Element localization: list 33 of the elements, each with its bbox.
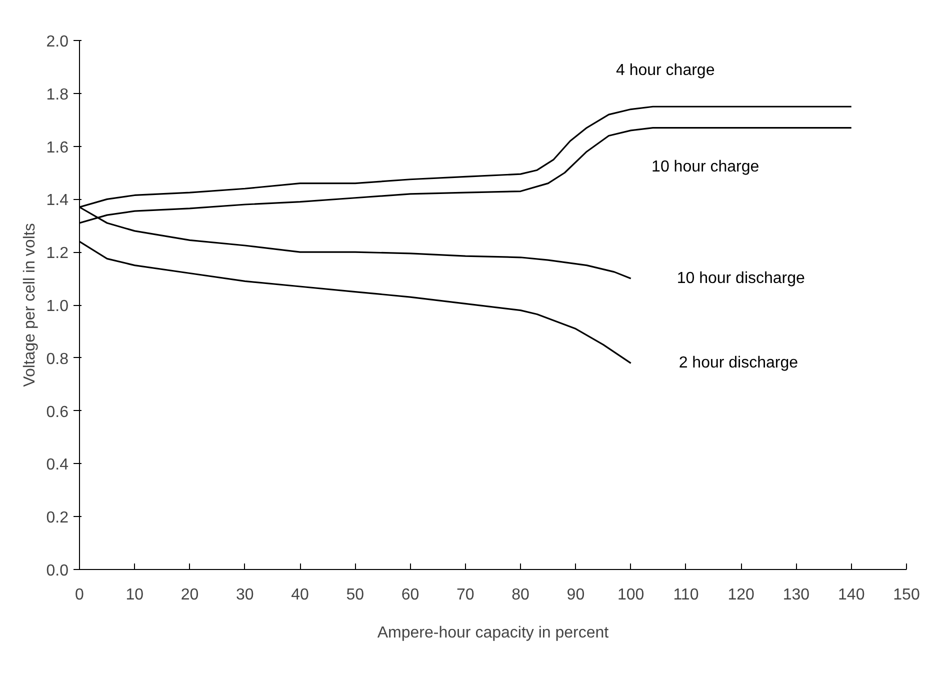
y-tick-label: 2.0	[46, 34, 69, 50]
x-tick-label: 0	[75, 586, 84, 604]
series-label: 4 hour charge	[616, 62, 715, 80]
x-tick-label: 70	[456, 586, 474, 604]
text: 10 hour discharge	[676, 270, 806, 288]
x-tick-label: 150	[893, 586, 920, 604]
x-tick-label: 30	[236, 586, 254, 604]
series-label: 10 hour charge	[652, 158, 760, 176]
x-tick-label: 10	[126, 586, 144, 604]
x-tick-label: 100	[617, 586, 644, 604]
x-tick-label: 140	[838, 586, 865, 604]
x-tick-label: 20	[180, 586, 199, 604]
y-tick-label: 1.2	[46, 245, 69, 262]
y-tick-label: 1.8	[46, 86, 69, 104]
y-tick-label: 0.6	[46, 404, 69, 421]
y-tick-label: 0.4	[46, 456, 69, 474]
x-tick-label: 50	[346, 586, 364, 604]
y-tick-label: 1.0	[46, 298, 69, 315]
y-tick-label: 0.2	[46, 510, 69, 527]
y-tick-label: 0.0	[46, 562, 69, 580]
y-axis-title: Voltage per cell in volts	[21, 223, 38, 387]
x-tick-label: 80	[512, 586, 530, 604]
x-axis-title: Ampere-hour capacity in percent	[377, 624, 610, 642]
x-tick-label: 130	[782, 586, 810, 604]
x-tick-label: 40	[291, 586, 310, 604]
text: 2 hour discharge	[678, 354, 798, 372]
x-tick-label: 60	[401, 586, 420, 604]
x-tick-label: 110	[673, 586, 699, 604]
y-tick-label: 1.6	[46, 139, 69, 156]
y-tick-label: 1.4	[46, 192, 69, 210]
y-tick-label: 0.8	[46, 350, 69, 368]
x-tick-label: 120	[728, 586, 755, 604]
x-tick-label: 90	[566, 586, 585, 604]
